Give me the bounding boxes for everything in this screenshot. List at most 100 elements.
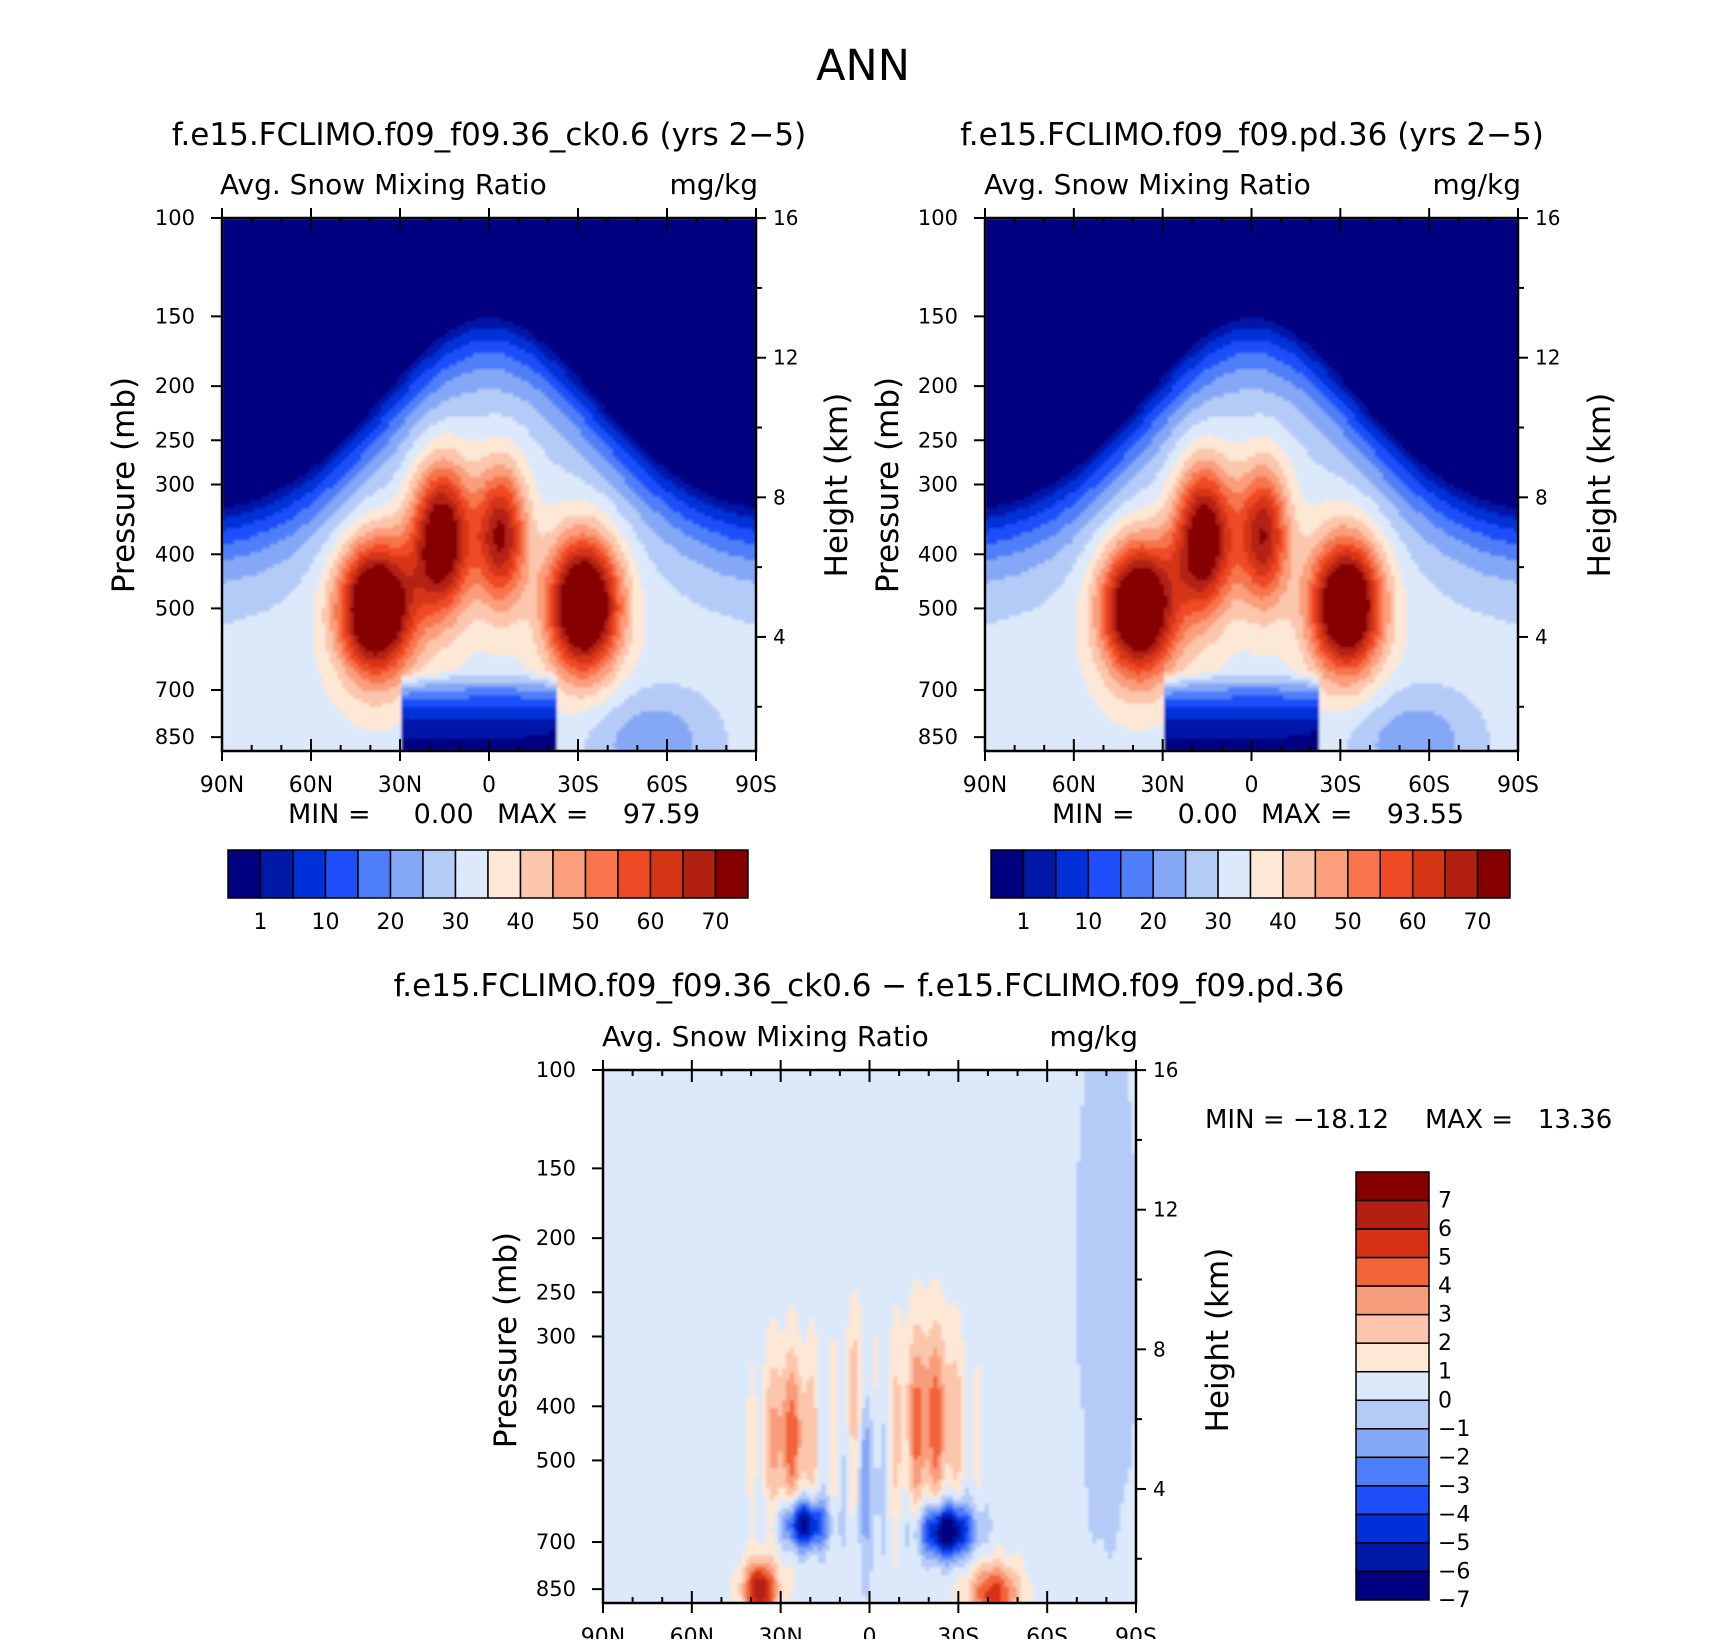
contour-cell: [1096, 528, 1109, 533]
contour-cell: [298, 477, 315, 482]
contour-cell: [310, 504, 327, 509]
contour-cell: [1379, 564, 1384, 569]
contour-cell: [1196, 508, 1213, 513]
contour-cell: [365, 425, 378, 430]
contour-cell: [381, 397, 390, 402]
contour-cell: [985, 377, 1161, 382]
y-tick-label: 100: [155, 206, 195, 230]
contour-cell: [1220, 667, 1292, 672]
contour-cell: [577, 695, 586, 700]
contour-cell: [1411, 552, 1443, 557]
contour-cell: [997, 540, 1041, 545]
contour-cell: [1319, 592, 1324, 597]
contour-cell: [457, 580, 466, 585]
contour-cell: [1116, 584, 1121, 589]
contour-cell: [1255, 465, 1268, 470]
contour-cell: [1263, 389, 1303, 394]
contour-cell: [1275, 516, 1280, 521]
contour-cell: [1287, 556, 1292, 561]
contour-cell: [529, 528, 538, 533]
contour-cell: [1108, 588, 1113, 593]
contour-cell: [1092, 612, 1101, 617]
contour-cell: [724, 727, 756, 732]
contour-cell: [1411, 524, 1435, 529]
contour-cell: [557, 353, 757, 358]
contour-cell: [1267, 465, 1280, 470]
contour-cell: [557, 377, 570, 382]
contour-cell: [1172, 508, 1177, 513]
contour-cell: [1299, 441, 1331, 446]
contour-cell: [481, 524, 490, 529]
contour-cell: [1248, 572, 1257, 577]
contour-cell: [1076, 488, 1089, 493]
contour-cell: [1033, 608, 1077, 613]
contour-cell: [1188, 584, 1208, 589]
contour-cell: [346, 552, 355, 557]
contour-cell: [1108, 628, 1113, 633]
contour-cell: [1080, 584, 1089, 589]
contour-cell: [1267, 369, 1295, 374]
contour-cell: [561, 568, 566, 573]
contour-cell: [1434, 524, 1462, 529]
contour-cell: [489, 520, 498, 525]
contour-cell: [222, 469, 310, 474]
contour-cell: [457, 325, 521, 330]
contour-cell: [1283, 508, 1288, 513]
contour-cell: [1156, 648, 1165, 653]
contour-cell: [1311, 652, 1316, 657]
contour-cell: [985, 397, 1145, 402]
contour-cell: [1208, 333, 1225, 338]
contour-cell: [357, 425, 366, 430]
contour-cell: [1367, 644, 1376, 649]
contour-cell: [1065, 508, 1085, 513]
contour-cell: [1323, 544, 1336, 549]
contour-cell: [985, 405, 1137, 410]
contour-cell: [409, 377, 418, 382]
contour-cell: [985, 481, 1057, 486]
contour-cell: [1446, 516, 1474, 521]
contour-cell: [1084, 568, 1093, 573]
contour-cell: [1168, 516, 1173, 521]
x-tick-label: 30S: [1319, 773, 1361, 798]
contour-cell: [632, 715, 680, 720]
contour-cell: [397, 723, 402, 728]
contour-cell: [1100, 552, 1109, 557]
contour-cell: [1303, 616, 1308, 621]
contour-cell: [381, 516, 402, 521]
contour-cell: [545, 584, 550, 589]
contour-cell: [413, 520, 418, 525]
contour-cell: [624, 656, 641, 661]
contour-cell: [1375, 544, 1384, 549]
contour-cell: [222, 632, 314, 637]
contour-cell: [1315, 580, 1320, 585]
contour-cell: [609, 556, 614, 561]
contour-cell: [393, 385, 402, 390]
contour-cell: [1339, 409, 1352, 414]
contour-cell: [1259, 536, 1268, 541]
contour-cell: [617, 552, 626, 557]
contour-cell: [1319, 628, 1324, 633]
contour-cell: [1279, 504, 1284, 509]
contour-cell: [1084, 469, 1097, 474]
contour-cell: [736, 512, 757, 517]
contour-cell: [222, 274, 757, 279]
contour-cell: [1220, 636, 1296, 641]
contour-cell: [1152, 397, 1165, 402]
contour-cell: [1315, 373, 1328, 378]
contour-cell: [365, 417, 374, 422]
contour-cell: [644, 644, 756, 649]
contour-cell: [1224, 632, 1296, 637]
contour-cell: [334, 644, 343, 649]
contour-cell: [1478, 548, 1518, 553]
contour-cell: [485, 576, 514, 581]
contour-cell: [389, 552, 410, 557]
contour-cell: [549, 731, 558, 736]
contour-cell: [465, 660, 521, 665]
contour-cell: [1184, 504, 1189, 509]
contour-cell: [617, 524, 634, 529]
contour-cell: [517, 656, 542, 661]
contour-cell: [457, 584, 462, 589]
contour-cell: [1164, 675, 1177, 680]
contour-cell: [1407, 596, 1451, 601]
contour-cell: [1327, 552, 1336, 557]
